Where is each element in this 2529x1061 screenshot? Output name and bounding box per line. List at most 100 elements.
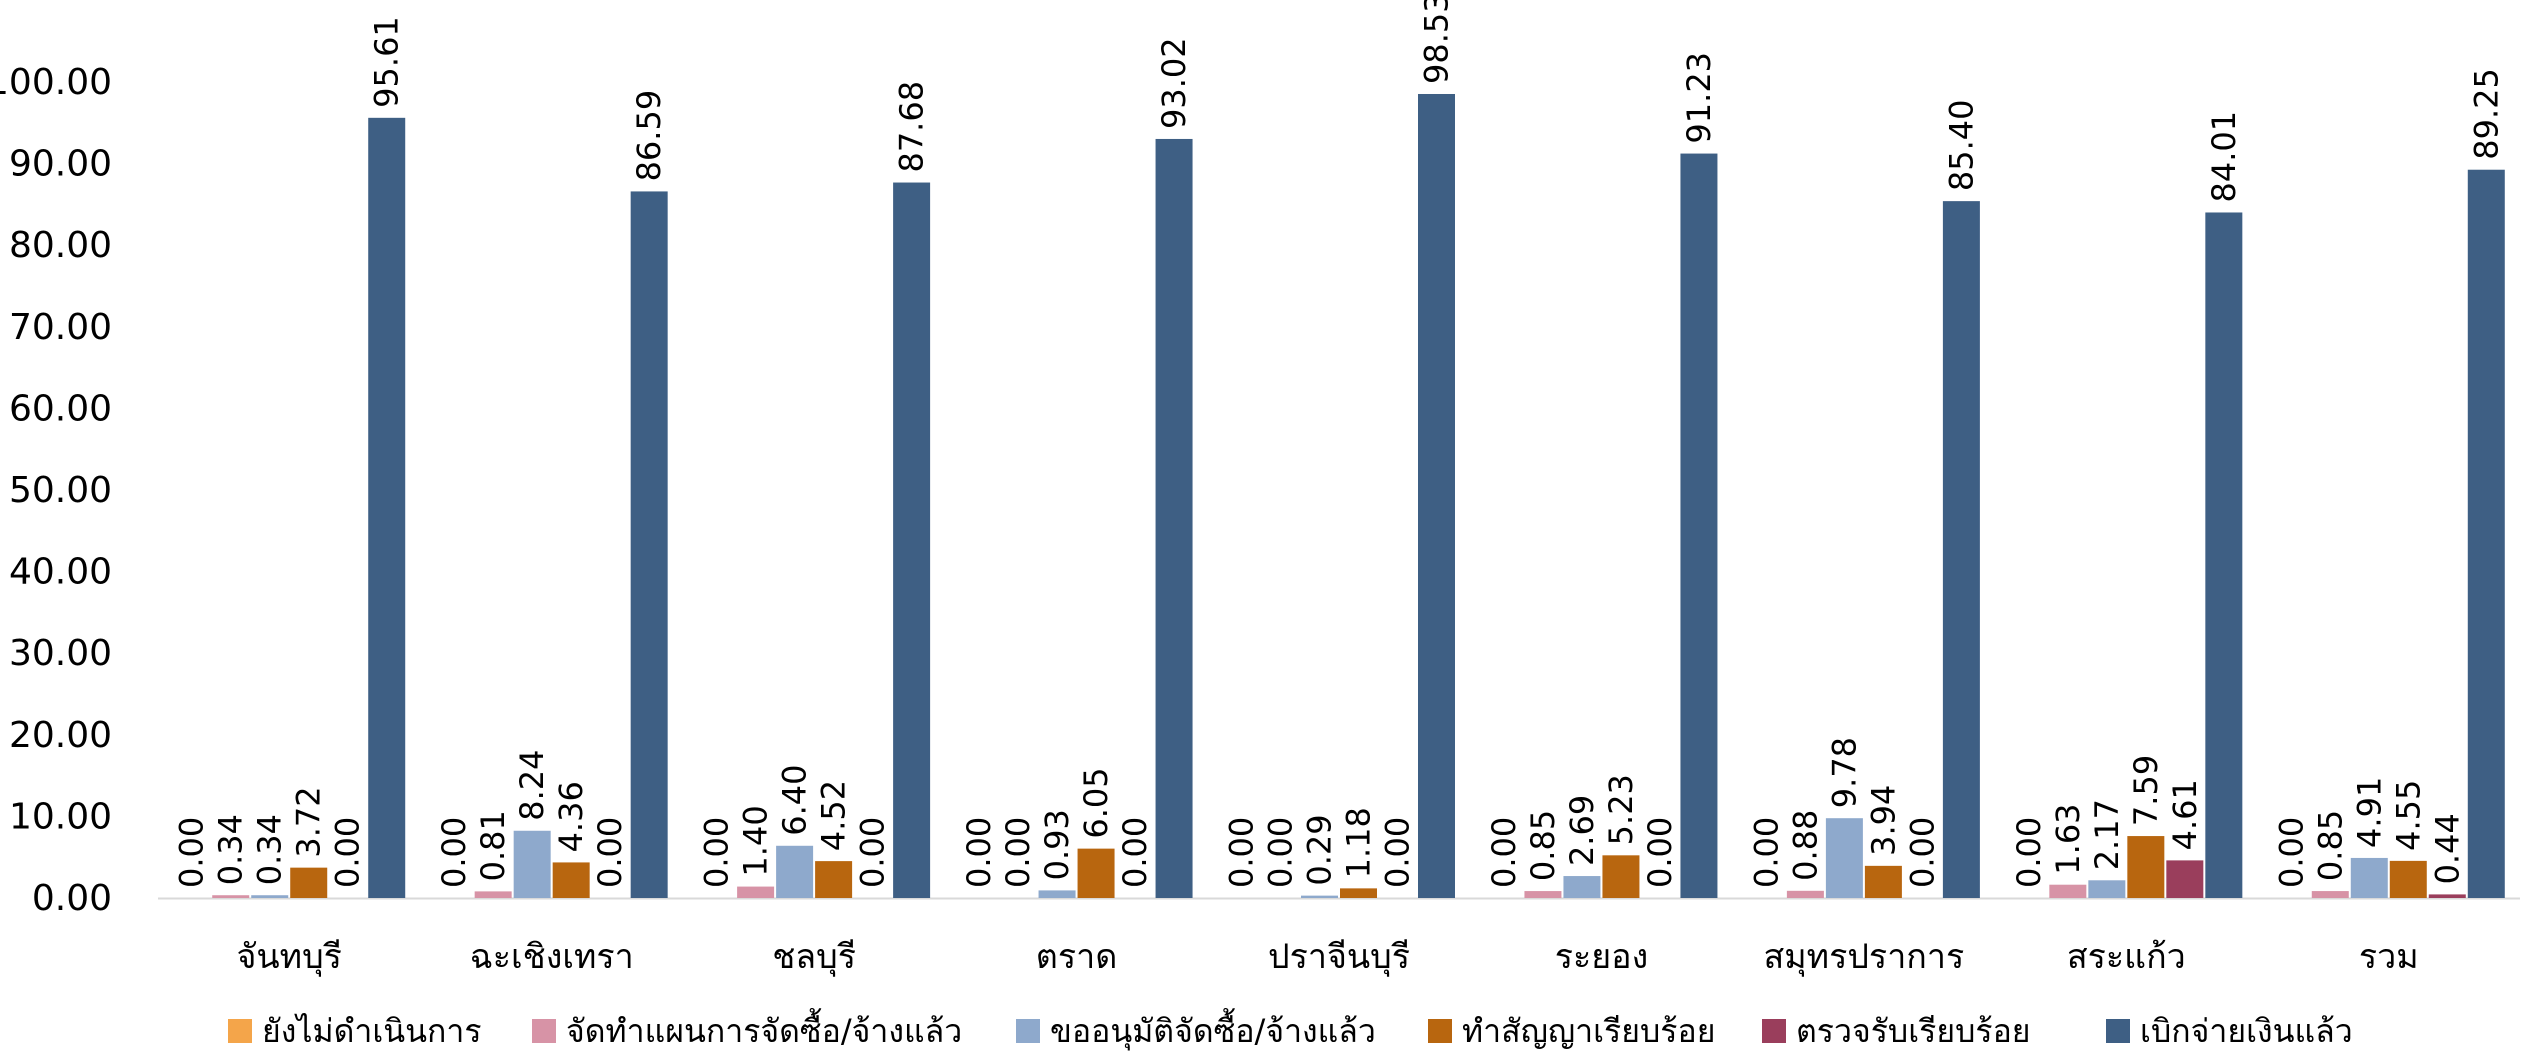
data-label: 0.88 [1786, 810, 1824, 881]
data-label: 0.00 [1485, 817, 1523, 888]
data-label: 4.91 [2350, 777, 2388, 848]
legend-swatch [1016, 1019, 1040, 1043]
y-tick-label: 40.00 [9, 552, 112, 593]
data-label: 89.25 [2467, 68, 2505, 160]
bar [776, 845, 814, 898]
data-label: 87.68 [893, 81, 931, 173]
data-label: 4.36 [552, 781, 590, 852]
bar [1077, 848, 1115, 898]
data-label: 95.61 [368, 16, 406, 108]
bar [2311, 891, 2349, 898]
y-tick-label: 10.00 [9, 796, 112, 837]
data-label: 0.00 [2272, 817, 2310, 888]
bar [552, 862, 590, 898]
data-label: 0.34 [251, 814, 289, 885]
bar [1340, 888, 1377, 898]
y-tick-label: 0.00 [32, 878, 112, 919]
data-label: 85.40 [1942, 100, 1980, 192]
data-label: 6.40 [776, 765, 814, 836]
bar [893, 182, 931, 899]
data-label: 0.00 [960, 817, 998, 888]
data-label: 86.59 [630, 90, 668, 182]
y-tick-label: 70.00 [9, 307, 112, 348]
data-label: 7.59 [2127, 755, 2165, 826]
data-label: 0.00 [591, 817, 629, 888]
data-label: 0.44 [2428, 813, 2466, 884]
bar [513, 830, 551, 898]
bar [368, 117, 406, 899]
data-label: 6.05 [1077, 767, 1115, 838]
data-label: 4.52 [815, 780, 853, 851]
data-label: 3.94 [1864, 785, 1902, 856]
data-label: 0.29 [1301, 814, 1339, 885]
bar [737, 886, 775, 898]
legend-label: ยังไม่ดำเนินการ [262, 1012, 482, 1050]
bar [2166, 860, 2204, 898]
bar [815, 861, 853, 898]
data-label: 8.24 [513, 750, 551, 821]
legend: ยังไม่ดำเนินการ จัดทำแผนการจัดซื้อ/จ้างแล… [228, 1008, 2353, 1051]
y-tick-label: 90.00 [9, 144, 112, 185]
data-label: 93.02 [1155, 37, 1193, 129]
y-axis: 0.00 10.00 20.00 30.00 40.00 50.00 60.00 70.00 8… [0, 62, 112, 919]
data-label: 0.00 [1903, 817, 1941, 888]
data-label: 0.00 [1223, 817, 1261, 888]
bar [2467, 169, 2505, 899]
legend-label: ตรวจรับเรียบร้อย [1796, 1012, 2031, 1050]
legend-item: ขออนุมัติจัดซื้อ/จ้างแล้ว [1016, 1008, 1376, 1051]
bar [2049, 884, 2087, 898]
data-label: 0.00 [999, 817, 1037, 888]
data-label: 5.23 [1602, 774, 1640, 845]
data-label: 0.81 [474, 810, 512, 881]
y-tick-label: 50.00 [9, 470, 112, 511]
bar [1786, 890, 1824, 898]
bar [290, 867, 328, 898]
legend-swatch [1762, 1019, 1786, 1043]
data-label: 9.78 [1825, 737, 1863, 808]
data-label: 0.85 [2311, 810, 2349, 881]
legend-item: ตรวจรับเรียบร้อย [1762, 1012, 2031, 1050]
legend-swatch [2106, 1019, 2130, 1043]
data-label: 0.00 [1116, 817, 1154, 888]
x-tick-label: ปราจีนบุรี [1268, 937, 1410, 977]
bar [2205, 212, 2243, 898]
legend-label: จัดทำแผนการจัดซื้อ/จ้างแล้ว [566, 1008, 962, 1050]
data-label: 4.61 [2166, 779, 2204, 850]
data-label: 0.00 [173, 817, 211, 888]
legend-swatch [228, 1019, 252, 1043]
bar [474, 891, 512, 898]
bar [1301, 895, 1338, 898]
y-tick-label: 100.00 [0, 62, 112, 103]
bar [1602, 855, 1640, 898]
y-tick-label: 20.00 [9, 715, 112, 756]
x-tick-label: ตราด [1036, 937, 1118, 977]
data-label: 0.00 [698, 817, 736, 888]
legend-swatch [532, 1019, 556, 1043]
legend-item: ยังไม่ดำเนินการ [228, 1012, 482, 1050]
data-label: 2.69 [1563, 795, 1601, 866]
legend-item: จัดทำแผนการจัดซื้อ/จ้างแล้ว [532, 1008, 962, 1050]
data-label: 0.00 [1641, 817, 1679, 888]
x-tick-label: รวม [2359, 937, 2419, 977]
data-label: 84.01 [2205, 111, 2243, 203]
data-label: 0.34 [212, 814, 250, 885]
x-tick-label: ระยอง [1555, 937, 1648, 977]
x-tick-label: จันทบุรี [237, 937, 342, 977]
bar [1563, 876, 1601, 898]
y-tick-label: 60.00 [9, 388, 112, 429]
bars-group [212, 93, 2505, 899]
bar [630, 191, 668, 898]
y-tick-label: 30.00 [9, 633, 112, 674]
data-label: 0.00 [1379, 817, 1417, 888]
data-label: 4.55 [2389, 780, 2427, 851]
data-label: 3.72 [290, 786, 328, 857]
legend-label: ขออนุมัติจัดซื้อ/จ้างแล้ว [1050, 1008, 1376, 1051]
bar [212, 895, 250, 898]
bar [2088, 880, 2126, 898]
bar [1155, 138, 1193, 899]
data-label: 0.85 [1524, 810, 1562, 881]
legend-label: ทำสัญญาเรียบร้อย [1462, 1012, 1715, 1050]
data-label: 98.53 [1418, 0, 1456, 84]
bar [1680, 153, 1718, 898]
data-label: 0.00 [1747, 817, 1785, 888]
